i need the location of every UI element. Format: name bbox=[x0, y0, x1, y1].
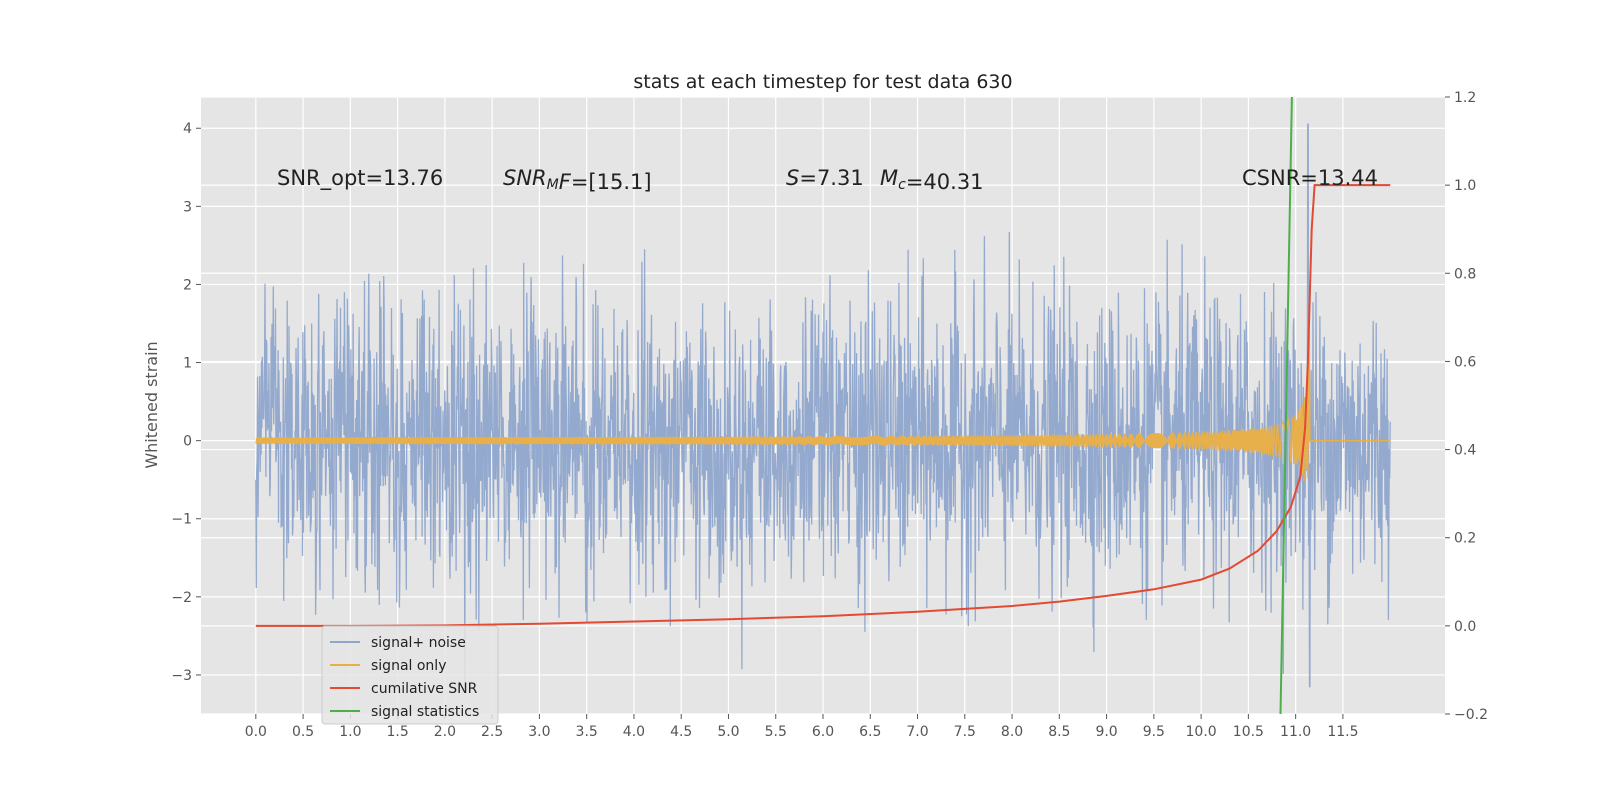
y2-tick-label: 1.2 bbox=[1454, 90, 1476, 106]
x-tick-label: 9.5 bbox=[1143, 724, 1165, 740]
axes: 0.0 0.5 1.0 1.5 2.0 2.5 3.0 3.5 4.0 4.5 5.0 5.5 6.0 6… bbox=[171, 90, 1488, 740]
annotation-segment: c bbox=[898, 177, 906, 193]
annotation-text: SNR_opt=13.76 bbox=[277, 166, 443, 191]
y-tick-label: −2 bbox=[171, 590, 192, 606]
x-tick-label: 2.5 bbox=[481, 724, 503, 740]
x-tick-label: 1.5 bbox=[386, 724, 408, 740]
annotations: SNR_opt=13.76 SNRMF=[15.1] S=7.31 Mc=40.31 C… bbox=[277, 166, 1378, 194]
annotation-segment: M bbox=[547, 177, 559, 193]
x-tick-label: 4.5 bbox=[670, 724, 692, 740]
y2-tick-label: −0.2 bbox=[1454, 707, 1488, 723]
y-tick-label: 2 bbox=[183, 277, 192, 293]
y-tick-label: 4 bbox=[183, 121, 192, 137]
legend-box bbox=[321, 625, 499, 725]
annotation-segment: =[15.1] bbox=[571, 170, 652, 194]
y2-tick-label: 0.6 bbox=[1454, 354, 1476, 370]
y-tick-label: 1 bbox=[183, 356, 192, 372]
series-signal-statistics bbox=[1279, 96, 1293, 715]
y-tick-label: 3 bbox=[183, 199, 192, 215]
x-tick-label: 3.0 bbox=[528, 724, 550, 740]
annotation-segment: CSNR=13.44 bbox=[1242, 166, 1378, 190]
x-tick-label: 8.5 bbox=[1048, 724, 1070, 740]
x-tick-label: 11.0 bbox=[1280, 724, 1311, 740]
series-cumulative-snr bbox=[255, 184, 1391, 627]
y2-tick-label: 0.8 bbox=[1454, 266, 1476, 282]
y2-tick-label: 0.0 bbox=[1454, 619, 1476, 635]
annotation-segment: F bbox=[559, 170, 572, 194]
legend-label: cumilative SNR bbox=[371, 681, 478, 697]
x-tick-label: 6.0 bbox=[812, 724, 834, 740]
x-tick-label: 4.0 bbox=[623, 724, 645, 740]
x-tick-label: 7.0 bbox=[906, 724, 928, 740]
annotation-text: SNRMF=[15.1] bbox=[503, 166, 652, 194]
y-tick-label: 0 bbox=[183, 434, 192, 450]
x-tick-label: 5.5 bbox=[765, 724, 787, 740]
x-tick-label: 0.0 bbox=[245, 724, 267, 740]
annotation-segment: M bbox=[880, 166, 898, 190]
annotation-segment: SNR_opt=13.76 bbox=[277, 166, 443, 191]
annotation-segment: S bbox=[786, 166, 799, 190]
y2-tick-label: 1.0 bbox=[1454, 178, 1476, 194]
annotation-segment: =40.31 bbox=[906, 170, 984, 194]
legend: signal+ noise signal only cumilative SNR si… bbox=[321, 625, 499, 725]
annotation-text: Mc=40.31 bbox=[880, 166, 984, 194]
legend-label: signal only bbox=[371, 658, 446, 674]
x-tick-label: 1.0 bbox=[339, 724, 361, 740]
plot-series bbox=[255, 96, 1391, 715]
legend-label: signal statistics bbox=[371, 704, 479, 720]
y-tick-label: −3 bbox=[171, 668, 192, 684]
chart-title: stats at each timestep for test data 630 bbox=[633, 71, 1012, 93]
annotation-segment: SNR bbox=[503, 166, 547, 190]
annotation-segment: =7.31 bbox=[799, 166, 863, 190]
annotation-text: S=7.31 bbox=[786, 166, 864, 190]
x-tick-label: 7.5 bbox=[954, 724, 976, 740]
x-tick-label: 10.0 bbox=[1186, 724, 1217, 740]
y2-tick-label: 0.2 bbox=[1454, 531, 1476, 547]
x-tick-label: 8.0 bbox=[1001, 724, 1023, 740]
x-tick-label: 3.5 bbox=[576, 724, 598, 740]
x-tick-label: 11.5 bbox=[1327, 724, 1358, 740]
legend-label: signal+ noise bbox=[371, 635, 466, 651]
y-axis-label: Whitened strain bbox=[142, 341, 161, 468]
series-signal-only bbox=[255, 330, 1391, 481]
x-tick-label: 5.0 bbox=[717, 724, 739, 740]
x-tick-label: 0.5 bbox=[292, 724, 314, 740]
x-tick-label: 2.0 bbox=[434, 724, 456, 740]
annotation-text: CSNR=13.44 bbox=[1242, 166, 1378, 190]
x-tick-label: 9.0 bbox=[1095, 724, 1117, 740]
x-tick-label: 10.5 bbox=[1233, 724, 1264, 740]
y2-tick-label: 0.4 bbox=[1454, 443, 1476, 459]
x-tick-label: 6.5 bbox=[859, 724, 881, 740]
y-tick-label: −1 bbox=[171, 512, 192, 528]
